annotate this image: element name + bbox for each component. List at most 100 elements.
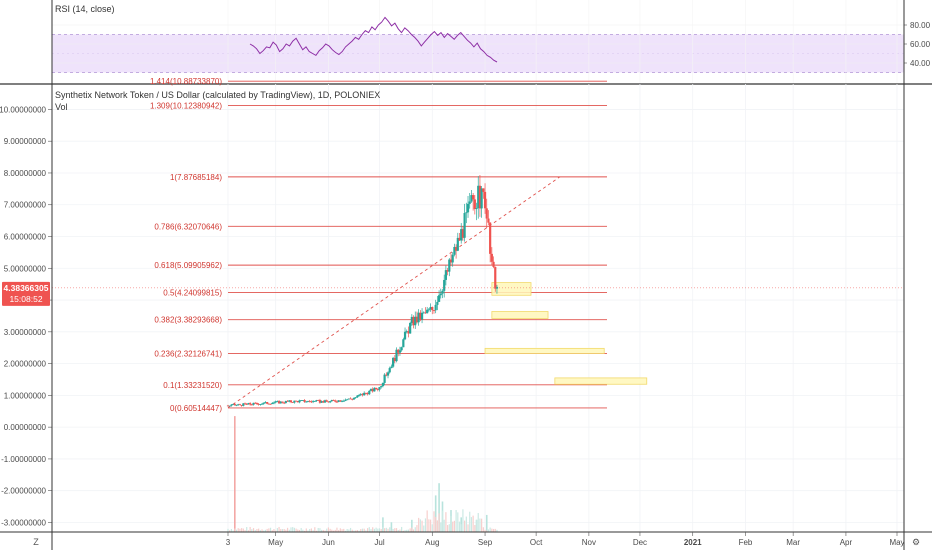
volume-bar	[286, 527, 289, 532]
candle-body	[243, 403, 247, 405]
y-tick-label: 6.00000000	[4, 233, 47, 242]
candle-body	[407, 331, 410, 334]
candle-body	[226, 405, 230, 407]
highlight-zone[interactable]	[491, 311, 549, 319]
candle-body	[451, 254, 454, 263]
candle-body	[289, 400, 293, 403]
volume-bar	[227, 528, 229, 532]
y-tick-label: 1.00000000	[4, 391, 47, 400]
volume-bar	[331, 529, 333, 532]
candle-body	[369, 389, 373, 391]
volume-bar	[448, 524, 450, 532]
volume-bar	[269, 527, 272, 532]
x-tick-label: Jun	[322, 538, 335, 547]
fib-trend-line[interactable]	[227, 176, 561, 409]
candle-body	[322, 401, 325, 403]
volume-bar	[273, 528, 275, 532]
volume-bar	[407, 529, 410, 532]
rsi-line	[249, 16, 498, 63]
timezone-button[interactable]: Z	[33, 537, 39, 547]
candle-body	[461, 229, 465, 238]
volume-bar	[421, 520, 423, 532]
candle-body	[494, 266, 497, 289]
volume-bar	[241, 528, 243, 532]
y-tick-label: 3.00000000	[4, 328, 47, 337]
volume-bar	[315, 530, 318, 532]
volume-bar	[304, 530, 306, 532]
volume-bar	[283, 528, 285, 532]
volume-bar	[368, 527, 370, 532]
candle-body	[466, 203, 470, 213]
volume-bar	[434, 495, 437, 532]
volume-bar	[486, 530, 488, 532]
volume-bar	[489, 527, 491, 532]
volume-bar	[307, 530, 309, 532]
candle-body	[359, 394, 362, 396]
volume-bar	[452, 521, 454, 532]
candle-body	[238, 404, 242, 406]
candle-body	[364, 392, 367, 394]
rsi-panel[interactable]: RSI (14, close) 80.00 60.00 40.00	[52, 0, 931, 84]
volume-bar	[435, 516, 437, 532]
volume-bar	[309, 528, 311, 532]
candle-body	[420, 312, 424, 320]
volume-bar	[455, 510, 457, 532]
candle-body	[487, 218, 490, 223]
candle-body	[388, 368, 391, 373]
volume-bar	[382, 526, 384, 532]
candle-body	[453, 246, 456, 255]
volume-bar	[482, 527, 484, 532]
volume-bar	[496, 529, 498, 532]
volume-bar	[298, 529, 301, 532]
volume-bar	[418, 517, 420, 532]
candle-body	[475, 208, 478, 210]
candle-body	[335, 401, 339, 403]
candle-body	[381, 382, 385, 387]
volume-bar	[431, 524, 433, 532]
volume-bar	[409, 528, 411, 532]
y-tick-label: -1.00000000	[1, 455, 46, 464]
volume-bar	[336, 527, 338, 532]
volume-bar	[387, 528, 389, 532]
candle-body	[415, 316, 419, 323]
candle-body	[347, 398, 350, 400]
candle-body	[390, 366, 393, 369]
candle-body	[340, 401, 344, 402]
volume-bar	[232, 530, 234, 532]
settings-gear-icon[interactable]: ⚙	[912, 537, 920, 547]
candle-body	[374, 387, 378, 390]
candle-body	[380, 386, 383, 388]
y-tick-label: -3.00000000	[1, 518, 46, 527]
candle-body	[472, 195, 475, 200]
candle-body	[393, 357, 396, 362]
y-tick-label: 8.00000000	[4, 169, 47, 178]
candle-body	[363, 392, 366, 396]
volume-bar	[438, 483, 440, 532]
highlight-zone[interactable]	[491, 282, 532, 296]
volume-bar	[358, 530, 360, 532]
fib-level-label: 0.236(2.32126741)	[154, 349, 222, 358]
highlight-zone[interactable]	[484, 347, 605, 354]
x-tick-label: Dec	[633, 538, 647, 547]
candle-body	[434, 304, 437, 311]
candle-body	[361, 394, 364, 396]
volume-bar	[338, 530, 340, 532]
candle-body	[371, 389, 374, 392]
volume-bar	[310, 528, 313, 532]
volume-bar	[341, 529, 343, 532]
x-tick-label: Aug	[425, 538, 439, 547]
x-tick-label: Jul	[374, 538, 384, 547]
last-price-badge-background	[2, 281, 50, 306]
candle-body	[456, 237, 459, 251]
candle-body	[279, 401, 282, 404]
candle-body	[313, 400, 316, 402]
candle-body	[283, 402, 286, 404]
main-panel[interactable]: 1.414(10.88733870) 1.309(10.12380942) 1(7.…	[0, 77, 904, 532]
volume-bar	[305, 528, 307, 532]
volume-bar	[445, 512, 447, 532]
highlight-zone[interactable]	[554, 377, 648, 385]
rsi-title: RSI (14, close)	[55, 4, 115, 14]
candle-body	[398, 350, 402, 353]
candle-body	[242, 403, 245, 406]
